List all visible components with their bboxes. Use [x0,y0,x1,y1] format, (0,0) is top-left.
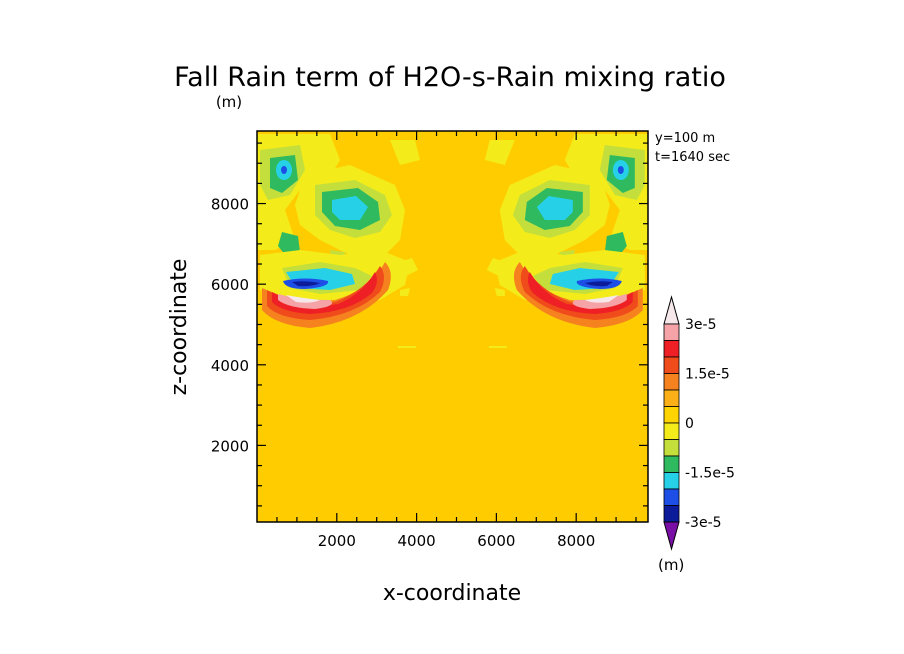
annotation-y: y=100 m [655,131,715,146]
colorbar-label: -3e-5 [685,515,722,531]
y-tick-label: 8000 [211,196,249,214]
contour-upper-left-blue [281,166,287,174]
contour-bit-1 [400,258,418,276]
annotation-t: t=1640 sec [655,150,730,165]
colorbar-label: 1.5e-5 [685,367,730,383]
field-feature-left [257,134,420,348]
contour-bit-3 [390,140,420,165]
colorbar-units: (m) [658,556,684,574]
colorbar-swatch [663,455,680,473]
x-tick-label: 4000 [397,532,435,550]
chart-title: Fall Rain term of H2O-s-Rain mixing rati… [174,62,726,93]
y-axis-label: z-coordinate [167,259,192,396]
colorbar-bottom-arrow [663,521,680,551]
colorbar-swatch [663,422,680,440]
y-tick-label: 6000 [211,276,249,294]
colorbar-swatch [663,373,680,391]
colorbar-swatch [663,356,680,374]
title-units: (m) [216,93,242,111]
colorbar-swatch [663,439,680,457]
colorbar-swatch [663,406,680,424]
contour-bit-2 [400,288,410,296]
colorbar-label: 3e-5 [685,317,716,333]
x-axis-label: x-coordinate [383,581,521,606]
x-tick-label: 6000 [477,532,515,550]
colorbar-swatch [663,340,680,358]
colorbar-swatch [663,472,680,490]
colorbar-swatch [663,505,680,523]
y-tick-label: 4000 [211,357,249,375]
colorbar-label: -1.5e-5 [685,466,735,482]
colorbar-label: 0 [685,416,694,432]
contour-bit-4 [398,346,416,348]
colorbar-swatch [663,323,680,341]
contour-small-green-1 [278,232,300,256]
x-tick-label: 2000 [318,532,356,550]
contour-lower-darkblue [292,281,320,287]
y-axis-ticks: 2000 4000 6000 8000 [211,142,648,507]
x-axis-ticks: 2000 4000 6000 8000 [276,131,637,550]
colorbar: 3e-5 1.5e-5 0 -1.5e-5 -3e-5 [663,295,735,551]
contour-arc-palepink [286,295,320,303]
x-tick-label: 8000 [557,532,595,550]
plot-frame [256,130,649,523]
contour-mid-cyan [332,196,368,220]
colorbar-swatch [663,389,680,407]
y-tick-label: 2000 [211,437,249,455]
colorbar-swatch [663,488,680,506]
plot-area: 2000 4000 6000 8000 2000 4000 6000 8000 [211,130,649,550]
colorbar-top-arrow [663,295,680,325]
